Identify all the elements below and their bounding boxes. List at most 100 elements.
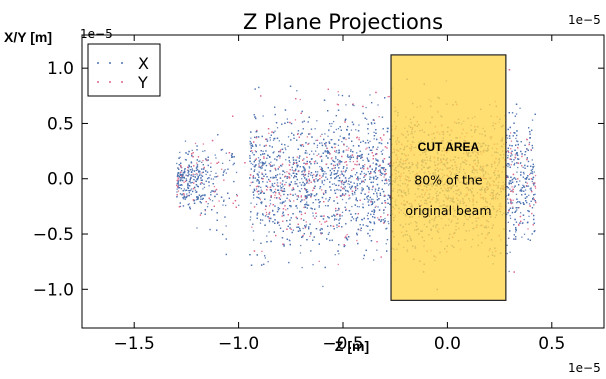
point-x [349,160,351,163]
point-x [284,176,286,178]
point-y [177,177,179,179]
point-y [201,172,203,174]
point-x [522,184,524,186]
point-x [373,138,375,140]
point-x [514,115,516,117]
point-x [184,140,187,142]
point-y [341,194,343,196]
point-x [532,166,534,168]
point-x [352,218,355,220]
point-x [325,176,327,178]
point-x [289,173,291,175]
point-y [534,174,537,177]
point-y [358,139,360,141]
point-x [359,150,361,152]
point-x [360,141,362,143]
point-y [336,103,338,105]
point-x [331,147,334,149]
point-x [523,233,526,235]
point-y [265,211,268,214]
point-x [362,159,364,161]
point-y [342,170,344,172]
point-x [361,189,363,191]
point-x [318,205,320,207]
point-x [185,178,187,180]
point-x [180,179,183,181]
point-y [276,184,278,186]
point-x [187,189,190,192]
point-x [338,219,340,221]
point-x [507,154,509,157]
point-y [319,156,321,158]
point-y [204,210,206,212]
point-x [177,182,179,185]
point-x [517,158,519,160]
point-x [272,152,274,154]
point-x [180,188,182,190]
point-x [516,209,518,211]
point-x [287,145,289,147]
point-x [225,253,227,256]
point-x [287,136,290,138]
point-x [189,180,191,182]
point-x [294,169,297,172]
point-x [224,169,226,171]
point-x [360,229,362,232]
point-y [354,163,356,166]
point-y [372,186,374,189]
point-y [187,194,189,197]
point-y [529,173,531,176]
point-x [531,171,533,173]
point-y [267,186,269,188]
point-x [215,172,217,174]
point-x [374,170,376,172]
point-x [346,155,349,158]
point-x [302,166,304,168]
point-x [333,183,335,185]
point-x [513,186,515,188]
point-x [370,181,372,184]
point-x [354,174,357,176]
point-x [534,193,536,195]
point-x [265,164,268,167]
point-x [183,172,186,174]
point-y [232,202,234,204]
point-x [269,139,271,141]
point-x [507,163,509,165]
point-x [270,161,272,163]
point-x [266,181,268,183]
point-x [384,217,386,220]
point-x [357,188,359,190]
point-x [373,176,375,178]
point-x [276,211,279,213]
point-y [376,241,378,243]
point-x [341,172,343,174]
point-x [376,194,378,196]
point-x [216,176,218,178]
point-x [377,146,379,148]
point-x [383,167,385,169]
point-x [196,178,198,180]
point-x [325,198,327,200]
point-y [366,167,369,169]
point-x [528,203,531,205]
point-y [303,206,305,209]
point-x [197,186,199,188]
point-y [346,233,348,236]
point-x [515,153,517,155]
point-x [249,184,251,187]
point-x [253,165,255,168]
point-x [516,162,518,164]
point-x [377,160,379,162]
point-x [348,186,351,188]
point-x [522,166,524,169]
point-x [184,158,187,161]
point-x [371,102,373,104]
point-y [316,154,318,157]
point-x [262,115,264,117]
point-x [369,176,371,178]
point-x [374,153,377,156]
point-y [319,135,322,137]
point-x [290,217,292,219]
point-x [306,196,308,198]
